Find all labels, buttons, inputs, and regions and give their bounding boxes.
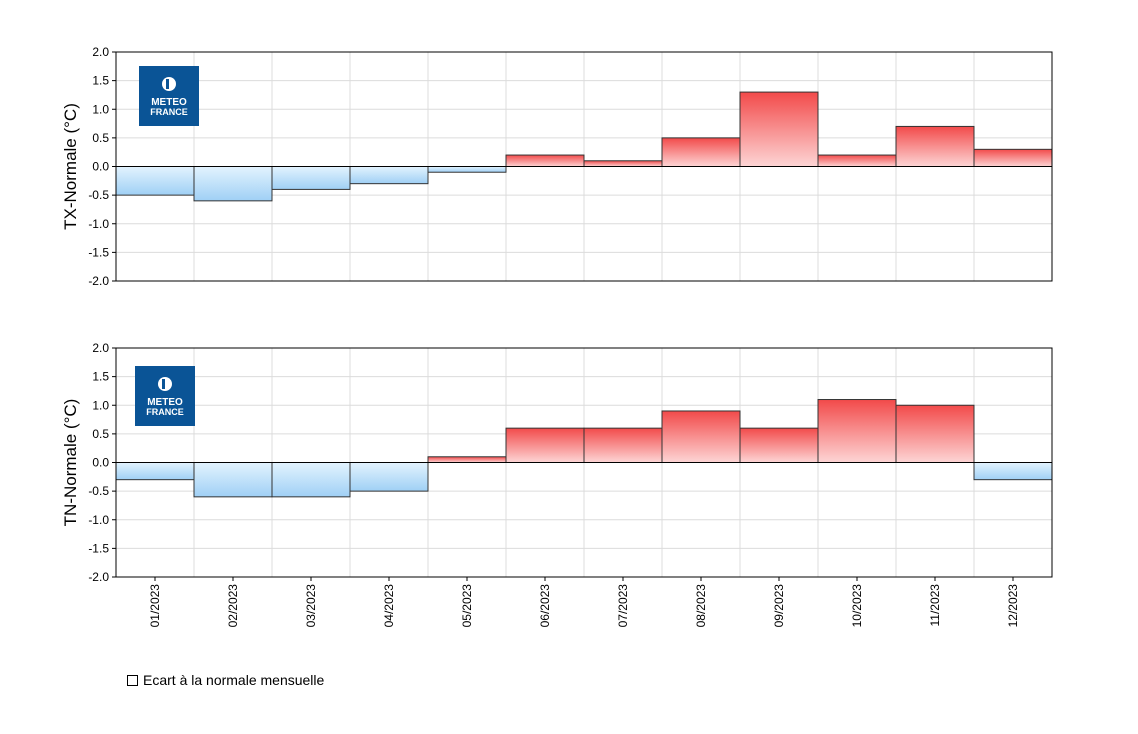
x-tick-label: 12/2023 (1006, 584, 1020, 628)
y-tick-label: 0.5 (92, 427, 109, 441)
logo-text-line1: METEO (147, 397, 183, 408)
bar-04-2023 (349, 166, 429, 185)
y-axis-label: TX-Normale (°C) (61, 103, 80, 230)
bar-12-2023 (973, 462, 1053, 481)
bar-08-2023 (661, 410, 741, 464)
x-tick-label: 02/2023 (226, 584, 240, 628)
x-tick-label: 08/2023 (694, 584, 708, 628)
logo-emblem-mark (166, 79, 169, 89)
bar-05-2023 (427, 166, 507, 173)
y-tick-label: 1.5 (92, 370, 109, 384)
meteo-france-logo (139, 66, 199, 126)
bar-12-2023 (973, 148, 1053, 167)
bar-08-2023 (661, 137, 741, 167)
y-tick-label: -2.0 (88, 570, 109, 584)
legend: Ecart à la normale mensuelle (127, 672, 324, 688)
logo-text-line2: FRANCE (150, 107, 188, 117)
x-tick-label: 06/2023 (538, 584, 552, 628)
logo-text-line2: FRANCE (146, 407, 184, 417)
bar-06-2023 (505, 154, 585, 168)
x-tick-label: 04/2023 (382, 584, 396, 628)
bar-01-2023 (115, 166, 195, 196)
bar-11-2023 (895, 404, 975, 463)
logo-emblem-mark (162, 379, 165, 389)
x-tick-label: 07/2023 (616, 584, 630, 628)
y-tick-label: 1.5 (92, 74, 109, 88)
x-tick-label: 09/2023 (772, 584, 786, 628)
y-axis-label: TN-Normale (°C) (61, 399, 80, 527)
y-tick-label: 2.0 (92, 45, 109, 59)
bar-03-2023 (271, 462, 351, 498)
y-tick-label: 0.0 (92, 456, 109, 470)
y-tick-label: -1.0 (88, 217, 109, 231)
bar-07-2023 (583, 427, 663, 463)
y-tick-label: -1.0 (88, 513, 109, 527)
y-tick-label: -0.5 (88, 188, 109, 202)
plot-frame (115, 51, 1053, 282)
logo-text-line1: METEO (151, 97, 187, 108)
y-tick-label: 0.5 (92, 131, 109, 145)
x-tick-label: 05/2023 (460, 584, 474, 628)
x-tick-label: 01/2023 (148, 584, 162, 628)
y-tick-label: -1.5 (88, 245, 109, 259)
bar-04-2023 (349, 462, 429, 492)
bar-10-2023 (817, 399, 897, 463)
bar-03-2023 (271, 166, 351, 190)
y-tick-label: 2.0 (92, 341, 109, 355)
bar-10-2023 (817, 154, 897, 168)
bar-07-2023 (583, 160, 663, 167)
legend-swatch (127, 674, 138, 686)
bar-05-2023 (427, 456, 507, 463)
bar-09-2023 (739, 91, 819, 167)
x-tick-label: 10/2023 (850, 584, 864, 628)
x-tick-label: 03/2023 (304, 584, 318, 628)
plot-frame (115, 347, 1053, 578)
bar-02-2023 (193, 462, 273, 498)
y-tick-label: 0.0 (92, 160, 109, 174)
bar-11-2023 (895, 125, 975, 168)
y-tick-label: -0.5 (88, 484, 109, 498)
bar-09-2023 (739, 427, 819, 463)
y-tick-label: -2.0 (88, 274, 109, 288)
y-tick-label: -1.5 (88, 541, 109, 555)
y-tick-label: 1.0 (92, 398, 109, 412)
x-tick-label: 11/2023 (928, 584, 942, 627)
y-tick-label: 1.0 (92, 102, 109, 116)
legend-label: Ecart à la normale mensuelle (143, 672, 325, 688)
bar-06-2023 (505, 427, 585, 463)
meteo-france-logo (135, 366, 195, 426)
bar-02-2023 (193, 166, 273, 202)
bar-01-2023 (115, 462, 195, 481)
